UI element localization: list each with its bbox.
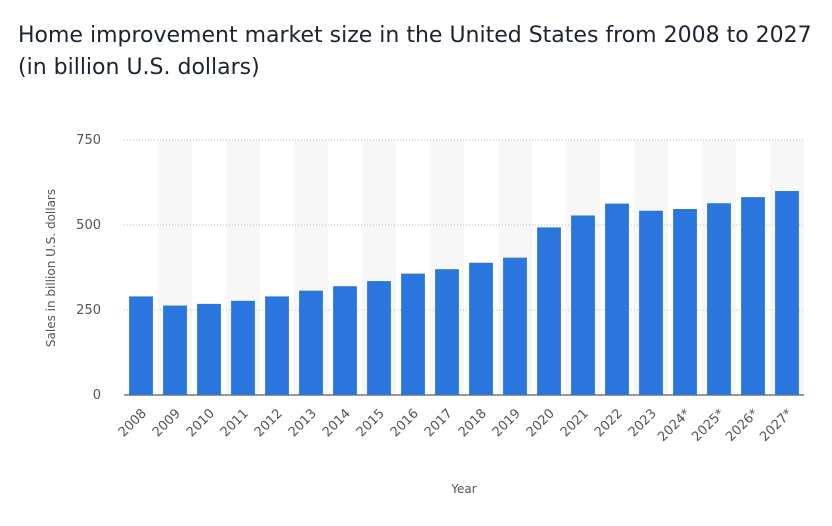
bar-2026[interactable] — [741, 197, 765, 395]
x-tick-label: 2026* — [723, 406, 762, 445]
bar-2023[interactable] — [639, 210, 663, 395]
bar-2019[interactable] — [503, 257, 527, 395]
y-tick-label: 0 — [93, 388, 101, 403]
y-tick-label: 500 — [76, 218, 101, 233]
bar-2014[interactable] — [333, 286, 357, 395]
bar-2020[interactable] — [537, 227, 561, 395]
bar-2013[interactable] — [299, 290, 323, 395]
x-tick-label: 2024* — [655, 406, 694, 445]
bar-2012[interactable] — [265, 296, 289, 395]
x-tick-label: 2022 — [592, 406, 626, 440]
bar-2009[interactable] — [163, 305, 187, 395]
x-tick-label: 2013 — [286, 406, 320, 440]
y-tick-label: 250 — [76, 303, 101, 318]
x-tick-label: 2012 — [252, 406, 286, 440]
x-tick-label: 2016 — [388, 406, 422, 440]
x-tick-label: 2019 — [490, 406, 524, 440]
bar-2011[interactable] — [231, 300, 255, 395]
y-tick-label: 750 — [76, 133, 101, 148]
bar-2027[interactable] — [775, 191, 799, 395]
x-tick-label: 2011 — [218, 406, 252, 440]
x-tick-label: 2023 — [626, 406, 660, 440]
x-axis-ticks: 2008 2009 2010 2011 2012 2013 2014 2015 2016 2017… — [116, 406, 796, 445]
x-tick-label: 2015 — [354, 406, 388, 440]
bar-2010[interactable] — [197, 303, 221, 395]
x-tick-label: 2014 — [320, 406, 354, 440]
x-tick-label: 2027* — [757, 406, 796, 445]
bar-2015[interactable] — [367, 281, 391, 395]
bar-2025[interactable] — [707, 203, 731, 395]
bars — [129, 191, 799, 395]
x-tick-label: 2020 — [524, 406, 558, 440]
bar-2017[interactable] — [435, 269, 459, 395]
x-tick-label: 2008 — [116, 406, 150, 440]
x-tick-label: 2025* — [689, 406, 728, 445]
x-tick-label: 2021 — [558, 406, 592, 440]
x-tick-label: 2018 — [456, 406, 490, 440]
chart-title: Home improvement market size in the Unit… — [18, 23, 812, 80]
x-axis-title: Year — [450, 482, 476, 496]
bar-2024[interactable] — [673, 209, 697, 395]
x-tick-label: 2010 — [184, 406, 218, 440]
bar-2018[interactable] — [469, 262, 493, 395]
x-tick-label: 2009 — [150, 406, 184, 440]
bar-2021[interactable] — [571, 215, 595, 395]
y-axis-title: Sales in billion U.S. dollars — [44, 189, 58, 347]
bar-2022[interactable] — [605, 203, 629, 395]
bar-2008[interactable] — [129, 296, 153, 395]
bar-2016[interactable] — [401, 273, 425, 395]
x-tick-label: 2017 — [422, 406, 456, 440]
y-axis-ticks: 0 250 500 750 — [76, 133, 101, 403]
